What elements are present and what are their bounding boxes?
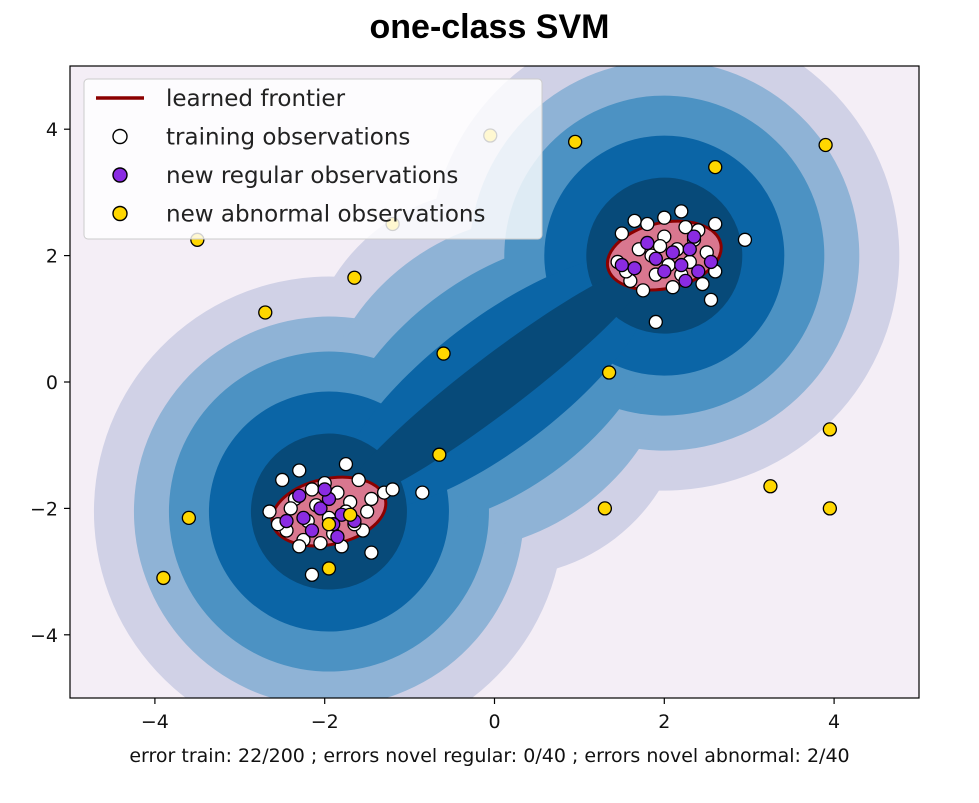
- legend-entry-label: new abnormal observations: [166, 202, 485, 228]
- training-point: [351, 472, 366, 488]
- regular-point: [640, 235, 655, 251]
- training-point: [627, 213, 642, 228]
- chart-title: one-class SVM: [369, 8, 610, 46]
- abnormal-point: [822, 422, 838, 437]
- abnormal-point: [156, 570, 171, 586]
- training-point: [415, 485, 430, 500]
- training-point: [359, 504, 375, 519]
- training-point: [338, 457, 354, 472]
- training-point: [657, 210, 672, 225]
- abnormal-point: [347, 270, 362, 285]
- training-point: [665, 280, 680, 295]
- abnormal-point: [818, 137, 833, 153]
- regular-point: [665, 245, 680, 260]
- y-tick-label: 2: [46, 246, 58, 268]
- abnormal-point: [321, 561, 337, 576]
- abnormal-point: [597, 501, 613, 516]
- training-point: [674, 204, 689, 219]
- x-tick-label: 0: [488, 711, 500, 733]
- regular-point: [292, 488, 307, 503]
- regular-point: [703, 254, 719, 270]
- abnormal-point: [708, 159, 723, 175]
- training-point: [737, 232, 753, 247]
- regular-point: [330, 529, 345, 544]
- abnormal-point: [321, 517, 337, 532]
- training-point: [364, 491, 379, 507]
- legend-marker-swatch: [112, 167, 128, 183]
- training-point: [695, 276, 710, 292]
- regular-point: [614, 257, 629, 273]
- legend-box: [83, 78, 543, 240]
- y-tick-label: −2: [30, 498, 58, 520]
- abnormal-point: [763, 479, 778, 494]
- training-point: [635, 283, 651, 298]
- axis-ticks: −4 −2 0 2 4 −4 −2 0 2 4: [30, 119, 840, 733]
- abnormal-point: [343, 507, 358, 522]
- regular-point: [674, 257, 689, 273]
- regular-point: [296, 510, 311, 526]
- y-tick-label: 0: [46, 372, 58, 394]
- abnormal-point: [436, 346, 451, 361]
- x-axis-label: error train: 22/200 ; errors novel regul…: [129, 745, 850, 767]
- training-point: [614, 226, 629, 241]
- training-point: [385, 482, 400, 497]
- regular-point: [279, 513, 294, 529]
- regular-point: [648, 251, 663, 266]
- abnormal-point: [258, 305, 273, 320]
- observation-points: [156, 128, 838, 586]
- regular-point: [691, 264, 706, 279]
- regular-point: [627, 261, 642, 276]
- y-tick-label: 4: [46, 119, 58, 141]
- regular-point: [304, 523, 320, 538]
- legend-marker-swatch: [112, 205, 128, 222]
- training-point: [364, 545, 379, 560]
- legend-marker-swatch: [112, 128, 128, 145]
- legend-entry-label: training observations: [166, 125, 410, 151]
- training-point: [262, 504, 277, 519]
- y-tick-label: −4: [30, 625, 58, 647]
- abnormal-point: [568, 134, 583, 149]
- regular-point: [678, 273, 693, 289]
- legend-entry-label: new regular observations: [166, 163, 458, 189]
- training-point: [283, 501, 298, 516]
- training-point: [275, 472, 290, 488]
- training-point: [708, 216, 723, 232]
- training-point: [703, 292, 719, 307]
- x-tick-label: −4: [141, 711, 169, 733]
- regular-point: [686, 229, 702, 244]
- abnormal-point: [181, 510, 197, 526]
- training-point: [678, 220, 693, 235]
- legend: learned frontier training observations new…: [83, 78, 543, 240]
- training-point: [292, 539, 307, 554]
- regular-point: [313, 501, 328, 516]
- x-tick-label: 2: [658, 711, 670, 733]
- training-point: [304, 567, 320, 582]
- abnormal-point: [601, 365, 617, 380]
- legend-entry-label: learned frontier: [166, 86, 346, 112]
- training-point: [652, 238, 668, 254]
- regular-point: [657, 264, 672, 279]
- training-point: [648, 314, 663, 330]
- abnormal-point: [822, 501, 838, 516]
- training-point: [292, 463, 307, 478]
- training-point: [313, 536, 328, 551]
- training-point: [640, 216, 655, 232]
- x-tick-label: 4: [828, 711, 840, 733]
- regular-point: [317, 482, 332, 497]
- abnormal-point: [432, 447, 447, 462]
- training-point: [304, 482, 320, 497]
- regular-point: [682, 242, 697, 257]
- x-tick-label: −2: [311, 711, 339, 733]
